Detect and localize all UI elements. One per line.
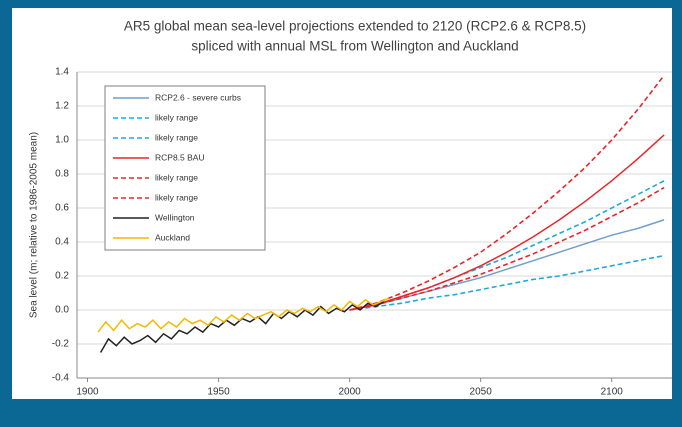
series-line (349, 134, 665, 311)
legend-label: Wellington (155, 212, 195, 222)
x-tick-label: 2100 (601, 387, 624, 398)
legend-label: likely range (155, 192, 198, 202)
legend-label: Auckland (155, 232, 190, 242)
series-line (97, 297, 390, 333)
series-line (349, 74, 665, 311)
series-line (349, 254, 665, 311)
series-line (349, 186, 665, 311)
y-tick-label: 0.8 (55, 169, 69, 180)
legend-label: RCP8.5 BAU (155, 152, 205, 162)
chart-subtitle: spliced with annual MSL from Wellington … (191, 39, 518, 54)
series-line (349, 219, 665, 311)
x-tick-label: 2000 (338, 387, 361, 398)
legend-label: likely range (155, 112, 198, 122)
x-tick-label: 2050 (470, 387, 493, 398)
legend-label: likely range (155, 132, 198, 142)
y-tick-label: 0.0 (55, 305, 69, 316)
y-tick-label: 0.2 (55, 271, 69, 282)
legend-box (104, 85, 266, 251)
y-tick-label: 1.2 (55, 101, 69, 112)
legend-label: likely range (155, 172, 198, 182)
chart-title: AR5 global mean sea-level projections ex… (124, 19, 586, 34)
y-tick-label: -0.4 (52, 373, 70, 384)
y-tick-label: -0.2 (52, 339, 70, 350)
series-line (349, 180, 665, 311)
x-tick-label: 1950 (207, 387, 230, 398)
y-tick-label: 1.4 (55, 67, 69, 78)
x-tick-label: 1900 (76, 387, 99, 398)
y-tick-label: 0.6 (55, 203, 69, 214)
y-tick-label: 0.4 (55, 237, 69, 248)
y-axis-label: Sea level (m; relative to 1986-2005 mean… (29, 132, 40, 318)
y-tick-label: 1.0 (55, 135, 69, 146)
legend-label: RCP2.6 - severe curbs (155, 92, 241, 102)
